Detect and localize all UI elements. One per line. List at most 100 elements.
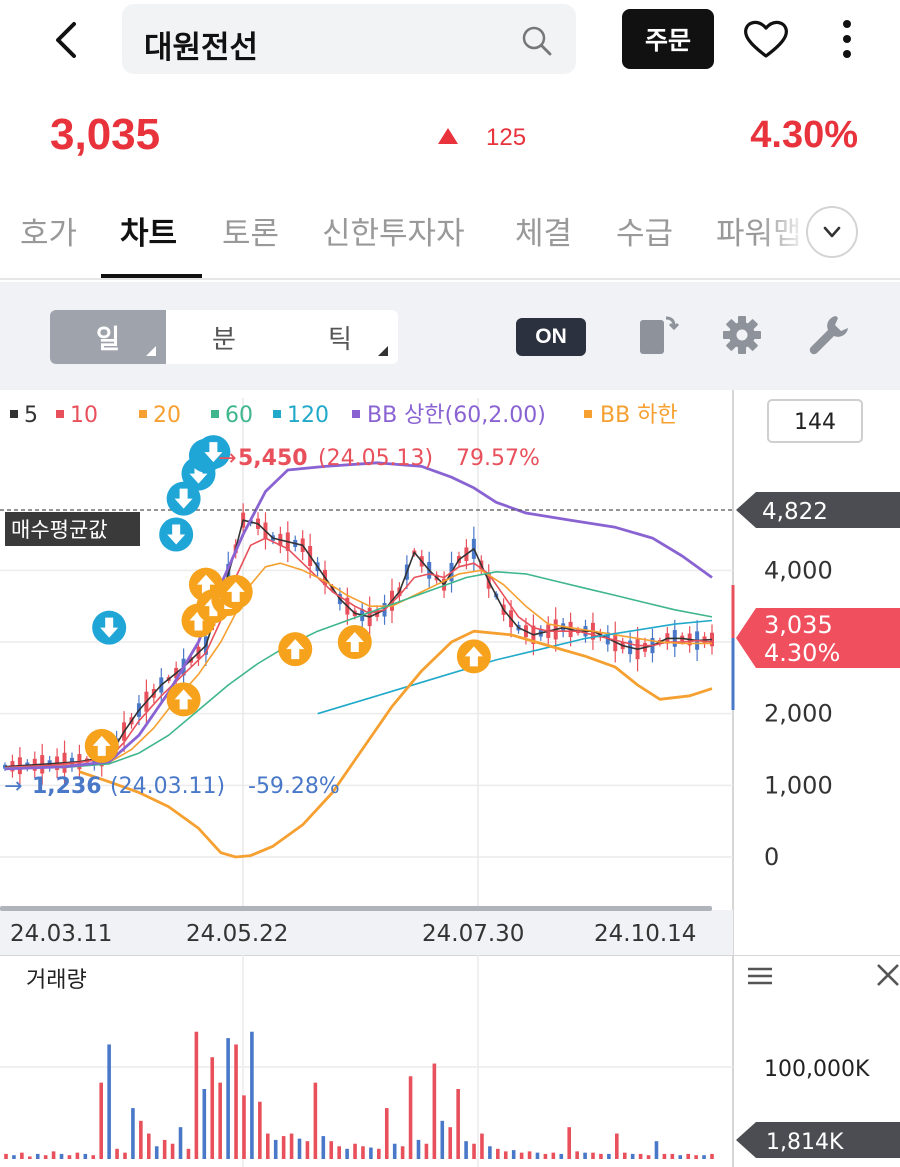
top-bar: 대원전선 주문 (0, 0, 900, 80)
volume-y-tick: 100,000K (764, 1057, 870, 1082)
volume-bar (51, 1151, 56, 1159)
legend-bb-lower: BB 하한 (600, 403, 678, 428)
volume-bar (131, 1108, 135, 1159)
candle-count: 144 (794, 410, 836, 435)
menu-icon[interactable] (748, 967, 772, 985)
buy-marker-icon[interactable] (278, 632, 313, 667)
x-tick-4: 24.10.14 (594, 921, 696, 947)
low-arrow-icon: → (4, 774, 22, 799)
favorite-button[interactable] (740, 16, 792, 62)
period-minute[interactable]: 분 (166, 310, 282, 364)
wrench-icon[interactable] (806, 312, 850, 358)
chart-scrollbar[interactable] (0, 906, 712, 911)
legend-swatch-5 (10, 410, 18, 418)
series-line-BB 하한 (78, 629, 713, 859)
volume-bar (139, 1120, 143, 1159)
legend-120: 120 (287, 403, 329, 428)
trade-markers (84, 435, 491, 763)
gear-icon[interactable] (720, 312, 764, 358)
buy-marker-icon[interactable] (456, 639, 491, 674)
volume-bar (12, 1155, 16, 1159)
y-tick-label: 4,000 (764, 556, 833, 584)
volume-bar (392, 1143, 397, 1159)
series-line-60 (4, 571, 713, 769)
volume-bar (638, 1153, 643, 1159)
buy-marker-icon[interactable] (337, 625, 372, 659)
volume-bar (559, 1153, 564, 1159)
tab-chart[interactable]: 차트 (120, 216, 178, 252)
volume-bar (702, 1155, 706, 1159)
volume-bar (4, 1153, 8, 1159)
buy-marker-icon[interactable] (166, 682, 201, 717)
back-button[interactable] (44, 16, 88, 64)
legend: 5 10 20 60 120 BB 상한(60,2.00) BB 하한 (10, 403, 678, 428)
volume-bar (416, 1139, 421, 1159)
volume-bar (345, 1148, 349, 1159)
sell-marker-icon[interactable] (166, 481, 201, 516)
volume-bar (694, 1155, 698, 1159)
volume-bars (4, 1031, 714, 1159)
volume-bar (496, 1148, 500, 1159)
volume-bar (218, 1082, 222, 1159)
high-pct: 79.57% (456, 446, 540, 471)
volume-bar (242, 1095, 246, 1159)
legend-5: 5 (24, 403, 38, 428)
candle-count-box[interactable] (767, 399, 863, 443)
tab-fade (760, 190, 810, 270)
low-pct: -59.28% (248, 774, 340, 799)
close-icon[interactable] (877, 964, 899, 986)
current-tag-pct: 4.30% (764, 639, 840, 667)
volume-bar (440, 1120, 445, 1159)
price-chart-svg: 5 10 20 60 120 BB 상한(60,2.00) BB 하한 → 5,… (0, 390, 900, 955)
series-lines (4, 461, 713, 859)
volume-bar (250, 1031, 254, 1159)
volume-bar (654, 1141, 659, 1159)
search-box[interactable]: 대원전선 (122, 4, 576, 74)
low-date: (24.03.11) (110, 774, 225, 799)
sell-marker-icon[interactable] (196, 435, 231, 470)
order-button[interactable]: 주문 (622, 9, 714, 69)
volume-bar (297, 1138, 302, 1159)
x-tick-1: 24.03.11 (10, 921, 112, 947)
volume-bar (162, 1139, 167, 1159)
avg-price-label: 매수평균값 (11, 518, 108, 542)
sell-marker-icon[interactable] (92, 610, 127, 645)
volume-bar (99, 1082, 103, 1159)
volume-bar (503, 1151, 508, 1159)
period-day[interactable]: 일 (50, 310, 166, 364)
price-chart[interactable]: 5 10 20 60 120 BB 상한(60,2.00) BB 하한 → 5,… (0, 390, 900, 955)
volume-bar (686, 1153, 691, 1159)
volume-bar (107, 1044, 111, 1159)
volume-bar (202, 1089, 207, 1159)
volume-bar (535, 1152, 540, 1159)
buy-marker-icon[interactable] (218, 574, 253, 609)
period-tick-label: 틱 (328, 324, 352, 355)
volume-bar (273, 1139, 278, 1159)
tab-supply[interactable]: 수급 (616, 216, 674, 252)
more-button[interactable] (832, 14, 862, 64)
tabs-expand-button[interactable] (806, 206, 858, 258)
tab-trades[interactable]: 체결 (515, 216, 573, 252)
volume-chart[interactable]: 거래량 100,000K 1,814K (0, 954, 900, 1167)
y-tick-label: 1,000 (764, 771, 833, 799)
legend-swatch-20 (139, 410, 147, 418)
volume-bar (154, 1146, 159, 1159)
search-icon[interactable] (520, 24, 554, 58)
tab-orderbook[interactable]: 호가 (20, 216, 78, 252)
volume-bar (170, 1143, 175, 1159)
volume-bar (567, 1127, 572, 1159)
on-toggle[interactable]: ON (516, 318, 586, 356)
volume-chart-svg: 거래량 100,000K 1,814K (0, 954, 900, 1167)
rotate-screen-icon[interactable] (636, 312, 680, 358)
heart-icon (744, 20, 788, 58)
sell-marker-icon[interactable] (159, 517, 194, 552)
volume-bar (305, 1141, 310, 1159)
volume-bar (186, 1148, 191, 1159)
volume-bar (226, 1038, 230, 1159)
price-change-percent: 4.30% (750, 114, 858, 156)
buy-marker-icon[interactable] (84, 728, 119, 763)
period-tick[interactable]: 틱 (282, 310, 398, 364)
tab-investor[interactable]: 신한투자자 (322, 216, 465, 252)
tab-discussion[interactable]: 토론 (222, 216, 280, 252)
